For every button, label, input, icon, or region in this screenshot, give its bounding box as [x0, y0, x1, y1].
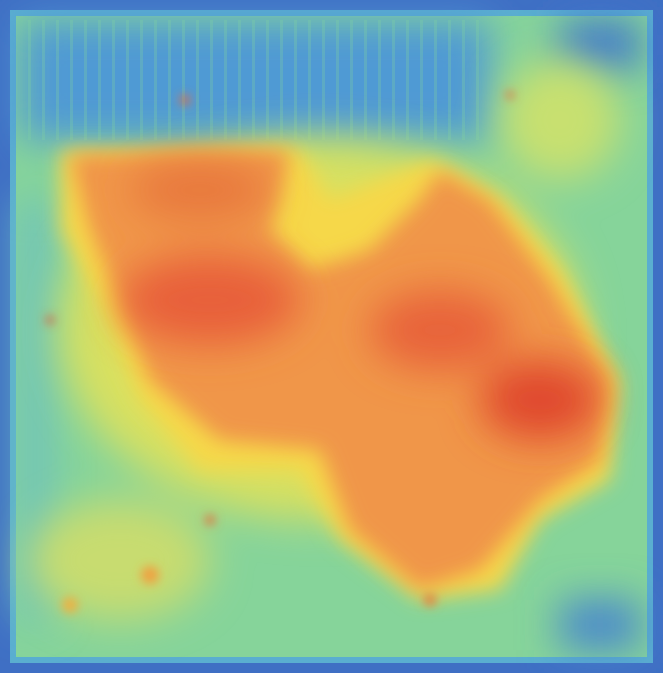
heatmap-image — [0, 0, 663, 673]
scan-lines — [20, 20, 490, 140]
page-body: (() => { const data = JSON.parse(documen… — [0, 0, 663, 673]
page: Heatmap scan {} html, body { margin: 0; … — [0, 0, 663, 673]
